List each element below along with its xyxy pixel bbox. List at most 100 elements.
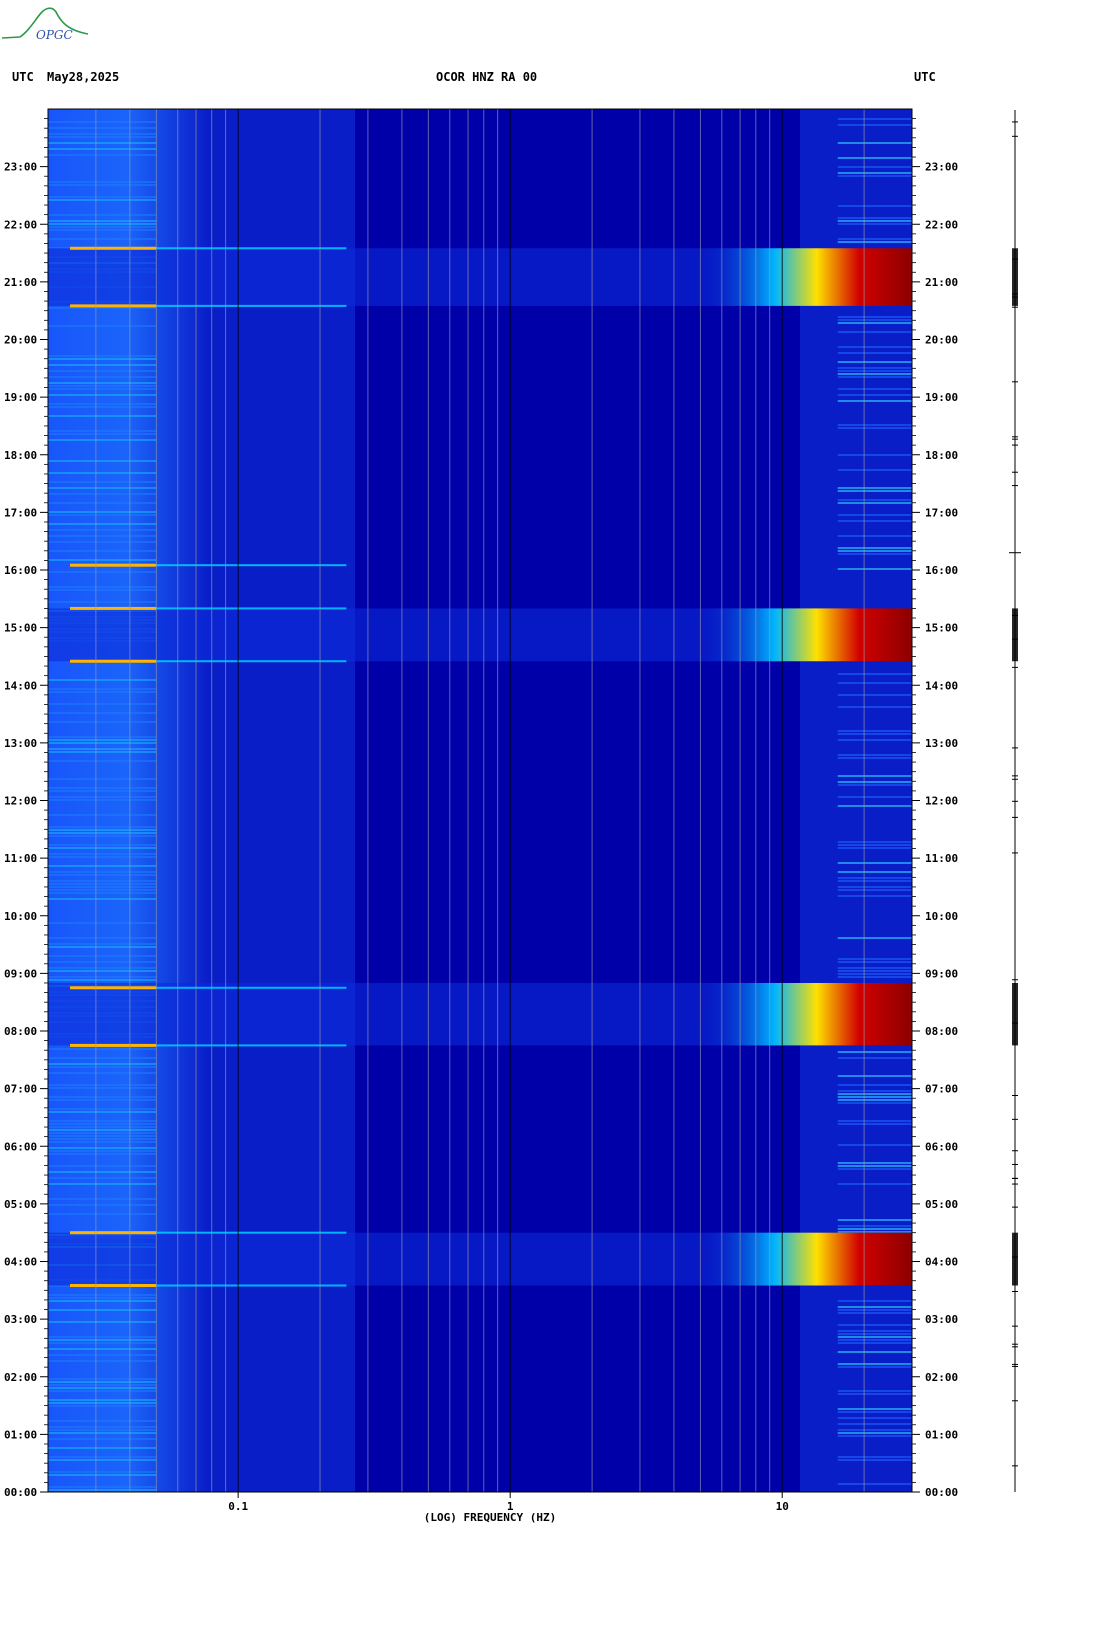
texture-stripe [837,1363,912,1365]
texture-stripe [48,1426,157,1428]
texture-stripe [837,1084,912,1086]
texture-stripe [837,502,912,504]
texture-stripe [48,967,157,969]
texture-stripe [837,775,912,777]
texture-stripe [48,736,157,738]
texture-stripe [48,358,157,360]
texture-stripe [48,1141,157,1143]
texture-stripe [48,883,157,885]
texture-stripe [48,214,157,216]
texture-stripe [48,472,157,474]
y-tick-label: 22:00 [925,218,958,231]
y-tick-label: 13:00 [925,737,958,750]
texture-stripe [48,403,157,405]
texture-stripe [837,319,912,321]
y-tick-label: 22:00 [4,218,37,231]
energy-window [700,248,912,306]
texture-stripe [837,1408,912,1410]
texture-stripe [837,217,912,219]
texture-stripe [48,1111,157,1113]
texture-stripe [48,1378,157,1380]
texture-stripe [48,871,157,873]
texture-stripe [48,535,157,537]
texture-stripe [837,1228,912,1230]
texture-stripe [837,487,912,489]
texture-stripe [48,829,157,831]
texture-stripe [48,1438,157,1440]
y-tick-label: 10:00 [4,910,37,923]
texture-stripe [837,1366,912,1368]
texture-stripe [48,1294,157,1296]
texture-stripe [837,733,912,735]
texture-stripe [837,1096,912,1098]
texture-stripe [837,886,912,888]
texture-stripe [837,535,912,537]
y-tick-label: 02:00 [925,1371,958,1384]
y-tick-label: 19:00 [4,391,37,404]
y-tick-label: 19:00 [925,391,958,404]
y-tick-label: 18:00 [925,449,958,462]
texture-stripe [48,136,157,138]
texture-stripe [48,220,157,222]
texture-stripe [48,1213,157,1215]
logo-text: OPGC [36,28,73,42]
texture-stripe [837,367,912,369]
texture-stripe [48,1048,157,1050]
texture-stripe [48,1153,157,1155]
texture-stripe [48,703,157,705]
texture-stripe [48,1108,157,1110]
texture-stripe [48,1165,157,1167]
texture-stripe [48,376,157,378]
header-left-zone: UTC [12,70,34,84]
transient-line-tail [156,986,347,989]
texture-stripe [48,688,157,690]
texture-stripe [48,778,157,780]
y-tick-label: 06:00 [4,1140,37,1153]
texture-stripe [837,880,912,882]
texture-stripe [48,181,157,183]
texture-stripe [837,550,912,552]
texture-stripe [837,1183,912,1185]
texture-stripe [48,589,157,591]
texture-stripe [837,124,912,126]
texture-stripe [48,1087,157,1089]
y-tick-label: 21:00 [4,276,37,289]
texture-stripe [48,1456,157,1458]
y-tick-label: 01:00 [4,1428,37,1441]
transient-line-tail [156,1044,347,1047]
trace-burst [1012,982,1018,1046]
texture-stripe [48,976,157,978]
texture-stripe [837,514,912,516]
texture-stripe [48,847,157,849]
texture-stripe [48,1429,157,1431]
texture-stripe [837,424,912,426]
texture-stripe [48,487,157,489]
y-tick-label: 09:00 [4,967,37,980]
transient-line-tail [156,1284,347,1287]
texture-stripe [837,1300,912,1302]
texture-stripe [48,748,157,750]
texture-stripe [837,352,912,354]
texture-stripe [837,331,912,333]
texture-stripe [48,922,157,924]
texture-stripe [48,712,157,714]
texture-stripe [48,1138,157,1140]
x-axis: 0.1 1 10 [228,1492,789,1513]
texture-stripe [48,1336,157,1338]
texture-stripe [48,955,157,957]
texture-stripe [837,1051,912,1053]
texture-stripe [48,979,157,981]
transient-line-tail [156,304,347,307]
texture-stripe [48,1420,157,1422]
y-tick-label: 14:00 [4,679,37,692]
texture-stripe [48,133,157,135]
texture-stripe [48,1474,157,1476]
texture-stripe [837,754,912,756]
texture-stripe [48,1066,157,1068]
texture-stripe [48,1177,157,1179]
texture-stripe [48,355,157,357]
texture-stripe [48,307,157,309]
texture-stripe [48,1348,157,1350]
texture-stripe [48,1387,157,1389]
